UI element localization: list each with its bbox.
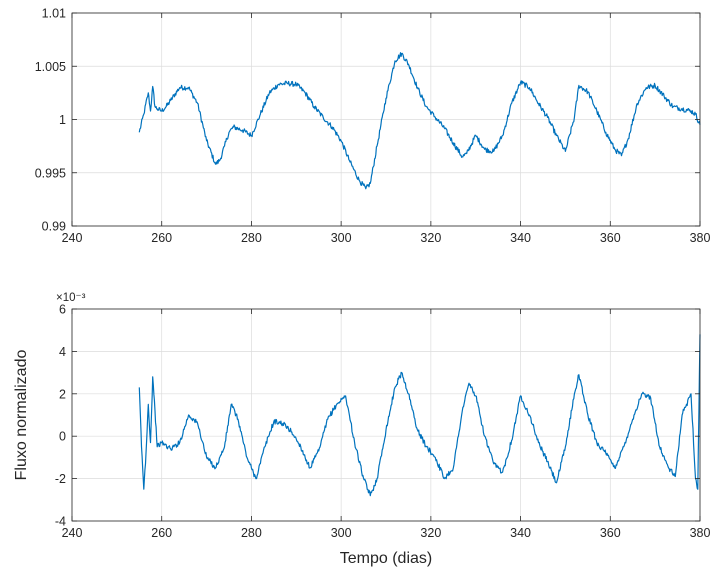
bottom-ticks: 240 260 280 300 320 340 360 380 -4 -2 0 2 4 6 [55, 303, 711, 541]
top-x-tick-label: 260 [151, 231, 172, 245]
bottom-axes: 240 260 280 300 320 340 360 380 -4 -2 0 2 4 6 ×10⁻³ T… [13, 292, 710, 567]
top-y-tick-label: 0.99 [42, 220, 66, 234]
top-series-line [138, 52, 701, 190]
bottom-plot-area [72, 309, 700, 521]
bottom-y-exponent-label: ×10⁻³ [56, 292, 86, 304]
bottom-x-tick-label: 260 [151, 526, 172, 540]
top-x-tick-label: 360 [600, 231, 621, 245]
bottom-x-tick-label: 240 [62, 526, 83, 540]
top-y-tick-label: 1.01 [42, 7, 66, 21]
bottom-axes-frame [71, 308, 701, 522]
bottom-y-axis-title: Fluxo normalizado [13, 350, 30, 481]
top-x-tick-label: 320 [420, 231, 441, 245]
bottom-y-tick-label: -4 [55, 515, 66, 529]
top-y-tick-label: 1.005 [35, 60, 66, 74]
top-x-tick-label: 280 [241, 231, 262, 245]
bottom-y-tick-label: -2 [55, 472, 66, 486]
bottom-y-tick-label: 0 [59, 430, 66, 444]
top-y-tick-label: 0.995 [35, 166, 66, 180]
bottom-x-axis-title: Tempo (dias) [340, 550, 432, 567]
top-x-tick-label: 380 [690, 231, 711, 245]
top-x-tick-label: 340 [510, 231, 531, 245]
top-y-tick-label: 1 [59, 113, 66, 127]
bottom-x-tick-label: 340 [510, 526, 531, 540]
top-ticks: 240 260 280 300 320 340 360 380 0.99 0.995 1 1.005 1… [35, 7, 711, 246]
bottom-x-tick-label: 280 [241, 526, 262, 540]
bottom-y-tick-label: 2 [59, 387, 66, 401]
top-x-tick-label: 300 [331, 231, 352, 245]
bottom-series-line [138, 334, 701, 497]
bottom-x-tick-label: 360 [600, 526, 621, 540]
bottom-x-tick-label: 380 [690, 526, 711, 540]
top-axes: 240 260 280 300 320 340 360 380 0.99 0.995 1 1.005 1… [35, 7, 711, 246]
bottom-x-tick-label: 300 [331, 526, 352, 540]
bottom-y-tick-label: 4 [59, 345, 66, 359]
bottom-x-tick-label: 320 [420, 526, 441, 540]
bottom-y-tick-label: 6 [59, 303, 66, 317]
top-x-tick-label: 240 [62, 231, 83, 245]
